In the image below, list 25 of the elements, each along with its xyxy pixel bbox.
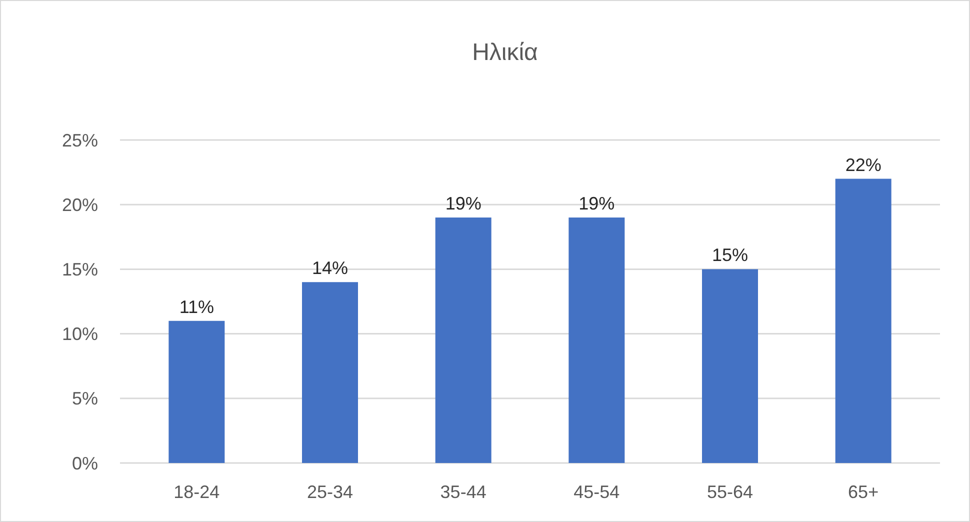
x-tick-label: 18-24 — [174, 482, 220, 502]
data-label: 22% — [845, 154, 882, 175]
bar — [302, 282, 358, 463]
bar — [835, 178, 892, 463]
chart-title: Ηλικία — [472, 39, 538, 66]
y-tick-label: 10% — [62, 324, 98, 344]
data-label: 19% — [445, 194, 482, 214]
y-tick-label: 5% — [72, 388, 98, 409]
x-tick-label: 45-54 — [574, 482, 620, 502]
y-tick-label: 20% — [62, 194, 98, 215]
y-tick-label: 0% — [72, 453, 98, 474]
bar — [435, 218, 492, 463]
y-tick-label: 15% — [62, 260, 98, 280]
data-label: 15% — [712, 245, 748, 266]
x-tick-label: 35-44 — [440, 482, 486, 502]
bar — [168, 320, 225, 463]
x-tick-label: 55-64 — [706, 482, 754, 502]
data-label: 19% — [578, 194, 615, 214]
data-label: 11% — [179, 296, 214, 317]
bar — [702, 269, 758, 463]
y-tick-label: 25% — [62, 130, 98, 150]
x-tick-label: 25-34 — [306, 482, 354, 502]
x-tick-label: 65+ — [848, 482, 879, 502]
bar — [568, 218, 625, 463]
data-label: 14% — [312, 258, 348, 278]
